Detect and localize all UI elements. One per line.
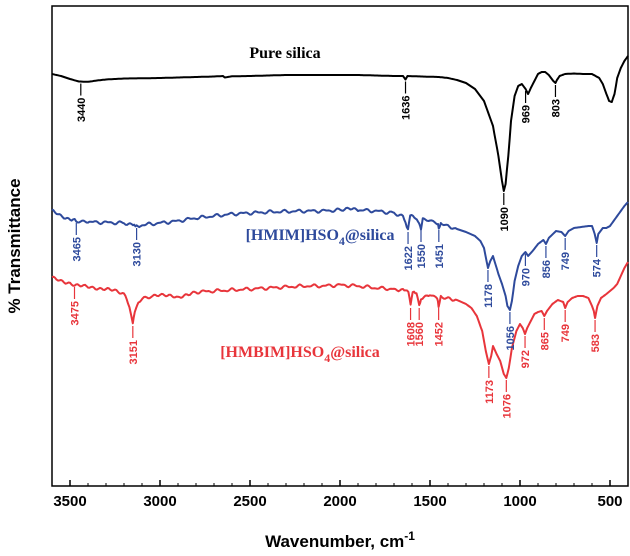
series-labels: Pure silica [HMIM]HSO4@silica [HMBIM]HSO4@… [220,45,394,365]
peak-label: 583 [590,334,602,352]
x-tick-label: 1500 [413,493,446,510]
series-label-1: [HMIM]HSO4@silica [246,227,395,248]
spectra [51,55,629,379]
peak-label: 3440 [76,98,88,122]
peak-label: 970 [520,268,532,286]
peak-label: 972 [520,350,532,368]
peak-label: 3151 [128,340,140,364]
peak-label: 749 [560,324,572,342]
peak-label: 856 [541,260,553,278]
peak-label: 749 [560,252,572,270]
peak-label: 1622 [403,246,415,270]
series-label-0: Pure silica [249,45,320,62]
x-tick-label: 1000 [503,493,536,510]
peak-annotations: 3440 1636 1090 969 803 3465 3130 1622 1550 1451 11… [70,81,604,418]
x-tick-label: 3000 [143,493,176,510]
peak-label: 3130 [132,242,144,266]
peak-label: 1452 [434,322,446,346]
peak-label: 1173 [484,380,496,404]
peak-label: 3465 [71,237,83,261]
peak-label: 1076 [501,394,513,418]
peak-label: 1056 [505,326,517,350]
peak-label: 1608 [406,322,418,346]
series-line-1 [51,201,629,311]
x-tick-label: 2500 [233,493,266,510]
series-line-0 [51,55,629,192]
x-tick-label: 3500 [53,493,86,510]
peak-label: 1090 [499,207,511,231]
x-axis-title: Wavenumber, cm-1 [265,529,415,551]
peak-label: 1451 [434,244,446,268]
peak-label: 1560 [414,322,426,346]
series-label-2: [HMBIM]HSO4@silica [220,344,380,365]
peak-label: 574 [592,258,604,277]
peak-label: 865 [539,332,551,350]
peak-label: 3475 [70,301,82,325]
series-line-2 [51,261,629,379]
peak-label: 803 [550,99,562,117]
x-axis-ticks: 3500 3000 2500 2000 1500 1000 500 [51,480,629,510]
peak-label: 1178 [483,284,495,308]
x-tick-label: 2000 [323,493,356,510]
peak-label: 1550 [416,244,428,268]
x-tick-label: 500 [597,493,622,510]
peak-label: 969 [521,105,533,123]
peak-label: 1636 [401,96,413,120]
y-axis-title: % Transmittance [5,178,24,313]
